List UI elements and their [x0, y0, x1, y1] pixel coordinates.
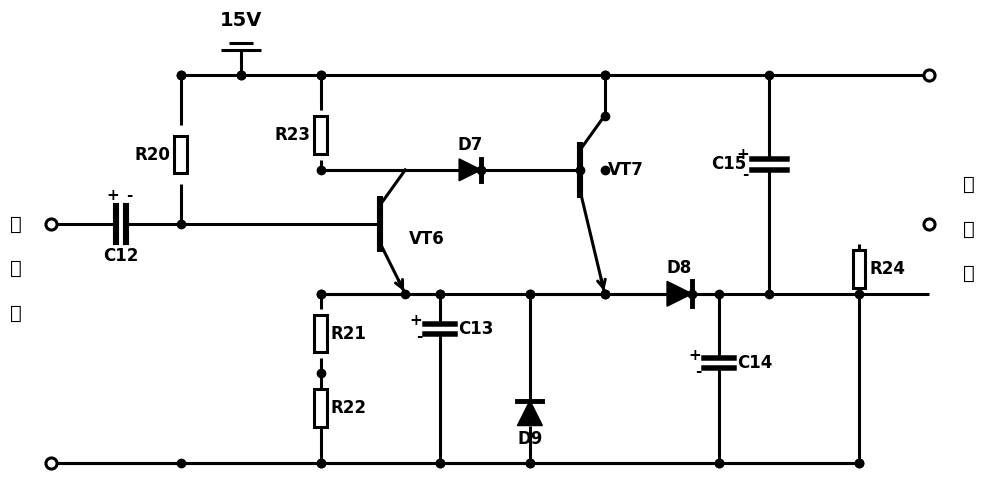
Text: C13: C13	[458, 320, 493, 338]
Text: 输: 输	[963, 175, 975, 194]
Text: +: +	[736, 147, 749, 162]
Text: -: -	[126, 188, 132, 203]
Text: +: +	[107, 188, 119, 203]
Text: D8: D8	[667, 260, 692, 277]
Text: D9: D9	[517, 429, 543, 448]
Text: R23: R23	[274, 125, 310, 144]
Text: -: -	[695, 364, 701, 379]
Text: +: +	[689, 348, 701, 363]
Text: C12: C12	[103, 247, 139, 265]
Text: +: +	[409, 313, 422, 328]
Bar	[314, 389, 327, 427]
Text: 端: 端	[963, 265, 975, 283]
Bar	[314, 314, 327, 352]
Bar	[174, 136, 187, 173]
Text: -: -	[416, 329, 422, 344]
Text: VT7: VT7	[608, 161, 644, 179]
Text: VT6: VT6	[409, 230, 445, 248]
Text: D7: D7	[457, 136, 483, 154]
Polygon shape	[459, 159, 481, 181]
Text: R24: R24	[869, 260, 905, 278]
Polygon shape	[517, 401, 542, 425]
Text: 15V: 15V	[220, 11, 262, 30]
Text: R22: R22	[331, 399, 367, 417]
Text: 输: 输	[10, 215, 22, 234]
Text: 出: 出	[963, 220, 975, 238]
Bar	[853, 250, 865, 288]
Text: 端: 端	[10, 304, 22, 323]
Text: C15: C15	[712, 156, 747, 173]
Text: R21: R21	[331, 325, 367, 343]
Text: C14: C14	[737, 354, 773, 372]
Text: -: -	[742, 167, 749, 182]
Text: 入: 入	[10, 260, 22, 278]
Polygon shape	[667, 281, 692, 306]
Text: R20: R20	[135, 146, 170, 163]
Bar	[314, 116, 327, 154]
